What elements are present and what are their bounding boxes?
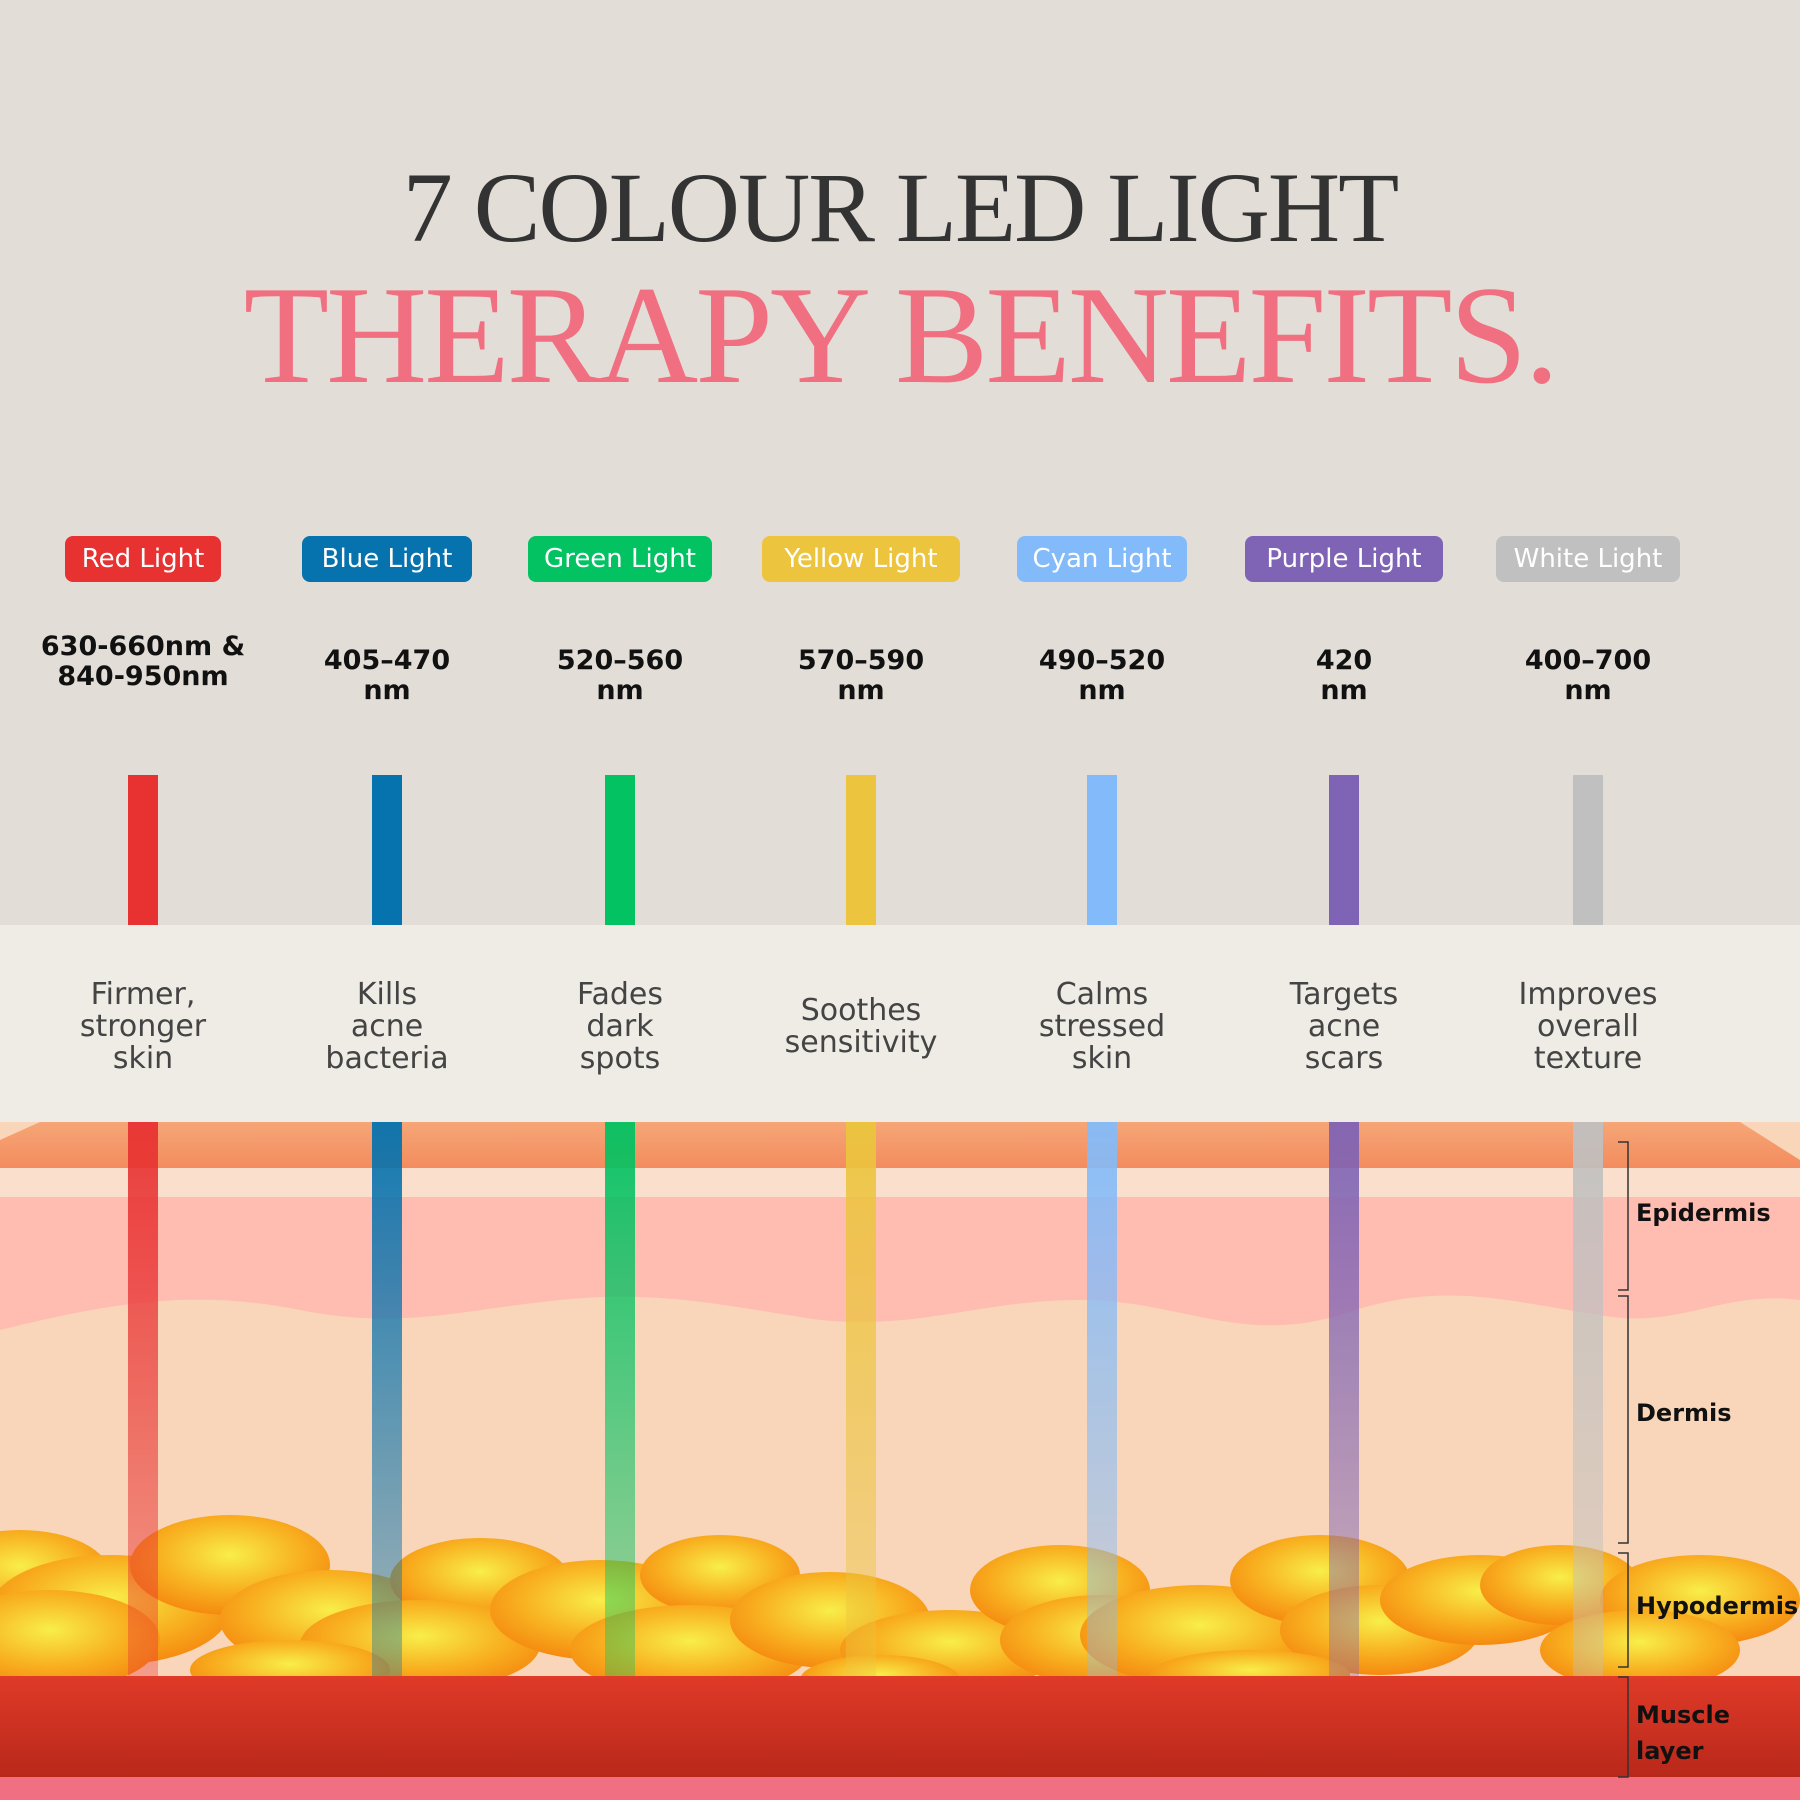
- benefit: Firmer, stronger skin: [79, 977, 207, 1076]
- light-label: Green Light: [528, 536, 712, 582]
- light-bar: [1329, 775, 1359, 925]
- light-bar: [605, 775, 635, 925]
- light-beam: [1087, 1122, 1117, 1676]
- layer-label: Muscle layer: [1636, 1701, 1730, 1765]
- wavelength: 400–700 nm: [1524, 645, 1652, 706]
- layer-label: Epidermis: [1636, 1199, 1771, 1227]
- muscle: [0, 1676, 1800, 1777]
- light-beam: [605, 1122, 635, 1676]
- benefit: Calms stressed skin: [1038, 977, 1166, 1076]
- wavelength: 630-660nm & 840-950nm: [40, 631, 246, 692]
- light-label: Blue Light: [302, 536, 472, 582]
- benefit: Improves overall texture: [1518, 977, 1658, 1076]
- layer-label: Dermis: [1636, 1399, 1732, 1427]
- light-beam: [128, 1122, 158, 1676]
- benefit: Fades dark spots: [576, 977, 664, 1076]
- light-label: Purple Light: [1245, 536, 1443, 582]
- wavelength: 520–560 nm: [556, 645, 684, 706]
- light-label: Cyan Light: [1017, 536, 1187, 582]
- stratum: [0, 1168, 1800, 1198]
- benefit-band: [0, 925, 1800, 1122]
- wavelength: 570–590 nm: [797, 645, 925, 706]
- light-bar: [128, 775, 158, 925]
- title: 7 COLOUR LED LIGHT: [402, 152, 1399, 263]
- light-bar: [1573, 775, 1603, 925]
- layer-brackets: [1618, 1141, 1629, 1778]
- light-label: Red Light: [65, 536, 221, 582]
- light-bar: [846, 775, 876, 925]
- layer-label: Hypodermis: [1636, 1592, 1799, 1620]
- benefit: Targets acne scars: [1289, 977, 1399, 1076]
- wavelength: 405–470 nm: [323, 645, 451, 706]
- light-bar: [372, 775, 402, 925]
- light-beam: [1329, 1122, 1359, 1676]
- light-beam: [846, 1122, 876, 1676]
- title: THERAPY BENEFITS.: [243, 258, 1560, 413]
- light-beam: [372, 1122, 402, 1676]
- light-beam: [1573, 1122, 1603, 1676]
- fat-cell: [0, 1590, 160, 1690]
- bottom-band: [0, 1777, 1800, 1800]
- benefit: Soothes sensitivity: [784, 993, 938, 1060]
- wavelength: 420 nm: [1315, 645, 1373, 706]
- light-label: White Light: [1496, 536, 1680, 582]
- wavelength: 490–520 nm: [1038, 645, 1166, 706]
- light-label: Yellow Light: [762, 536, 960, 582]
- benefit: Kills acne bacteria: [325, 977, 449, 1076]
- skin-surface: [0, 1122, 1800, 1168]
- light-bar: [1087, 775, 1117, 925]
